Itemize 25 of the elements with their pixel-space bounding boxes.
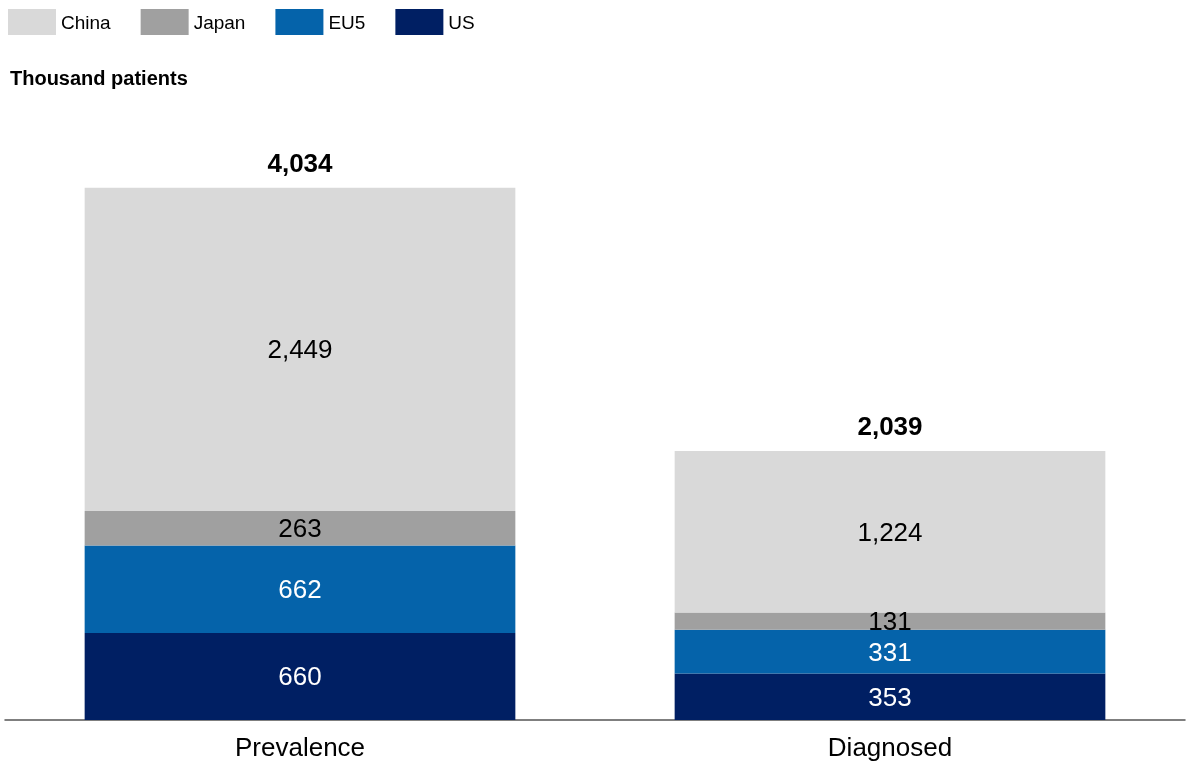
bar <box>674 612 1106 630</box>
bar <box>84 187 516 511</box>
data-label: 263 <box>278 513 322 544</box>
data-label: 131 <box>868 606 912 637</box>
legend-label: China <box>61 11 112 33</box>
data-label: 2,449 <box>267 334 333 365</box>
bar <box>674 673 1106 720</box>
data-label: 353 <box>868 681 912 712</box>
total-label: 4,034 <box>267 147 334 178</box>
bar <box>674 451 1106 613</box>
x-tick-label: Prevalence <box>234 732 366 762</box>
data-label: 660 <box>278 661 322 692</box>
legend-label: US <box>448 11 475 33</box>
legend-label: EU5 <box>328 11 366 33</box>
data-label: 1,224 <box>857 516 923 547</box>
bar <box>84 545 516 633</box>
y-axis-title: Thousand patients <box>10 67 188 89</box>
legend-label: Japan <box>193 11 246 33</box>
bar <box>84 632 516 720</box>
data-label: 662 <box>278 574 322 605</box>
data-label: 331 <box>868 636 912 667</box>
bar <box>84 510 516 546</box>
total-label: 2,039 <box>857 411 923 441</box>
bar <box>674 629 1106 674</box>
x-tick-label: Diagnosed <box>827 732 953 762</box>
